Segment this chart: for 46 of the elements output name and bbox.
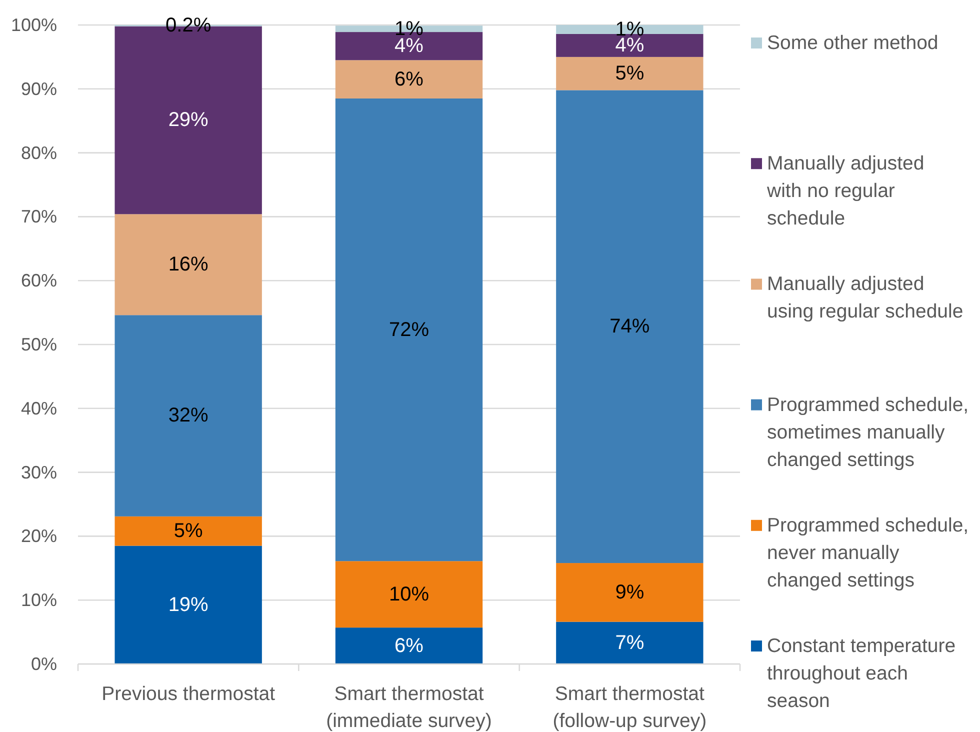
y-tick-label: 0% [30, 654, 57, 674]
legend-label: Some other method [767, 32, 938, 54]
bar [556, 563, 704, 622]
bar [556, 622, 704, 664]
y-tick-label: 20% [20, 526, 57, 546]
data-label: 4% [394, 35, 424, 58]
x-tick-label: Smart thermostat (follow-up survey) [552, 683, 707, 732]
y-tick-label: 50% [20, 334, 57, 354]
bar [114, 315, 262, 516]
bar [335, 561, 483, 628]
data-label: 16% [168, 254, 209, 276]
data-label: 6% [394, 68, 424, 90]
y-tick-label: 90% [20, 78, 57, 99]
legend-label: Programmed schedule, never manually changed settings [767, 514, 969, 592]
legend-label: Manually adjusted with no regular schedule [766, 152, 924, 230]
data-label: 10% [388, 583, 430, 606]
data-label: 6% [394, 634, 424, 657]
legend-label: Constant temperature throughout each season [767, 635, 956, 712]
bar [335, 60, 483, 98]
data-label: 5% [174, 520, 204, 542]
bar [114, 214, 262, 316]
bar [114, 546, 262, 664]
y-tick-label: 80% [20, 142, 57, 163]
y-tick-label: 10% [20, 590, 57, 610]
legend-label: Manually adjusted using regular schedule [767, 273, 964, 323]
x-tick-label: Smart thermostat (immediate survey) [326, 683, 492, 732]
data-label: 32% [168, 404, 209, 427]
data-label: 72% [388, 318, 430, 341]
y-tick-label: 30% [20, 462, 57, 482]
bar [556, 56, 704, 90]
data-label: 7% [615, 632, 644, 654]
x-tick-label: Previous thermostat [102, 683, 276, 705]
bar [335, 98, 483, 562]
data-label: 19% [168, 594, 209, 616]
y-tick-label: 100% [10, 15, 57, 35]
data-label: 9% [615, 581, 644, 604]
y-tick-label: 70% [20, 206, 57, 227]
y-tick-label: 60% [20, 270, 57, 291]
bar [335, 628, 483, 664]
data-label: 29% [168, 109, 209, 132]
y-tick-label: 40% [20, 398, 57, 418]
bar [114, 516, 262, 546]
bar [556, 90, 704, 564]
data-label: 74% [610, 316, 650, 338]
data-label: 5% [615, 62, 644, 85]
legend-label: Programmed schedule, sometimes manually changed settings [767, 394, 969, 471]
